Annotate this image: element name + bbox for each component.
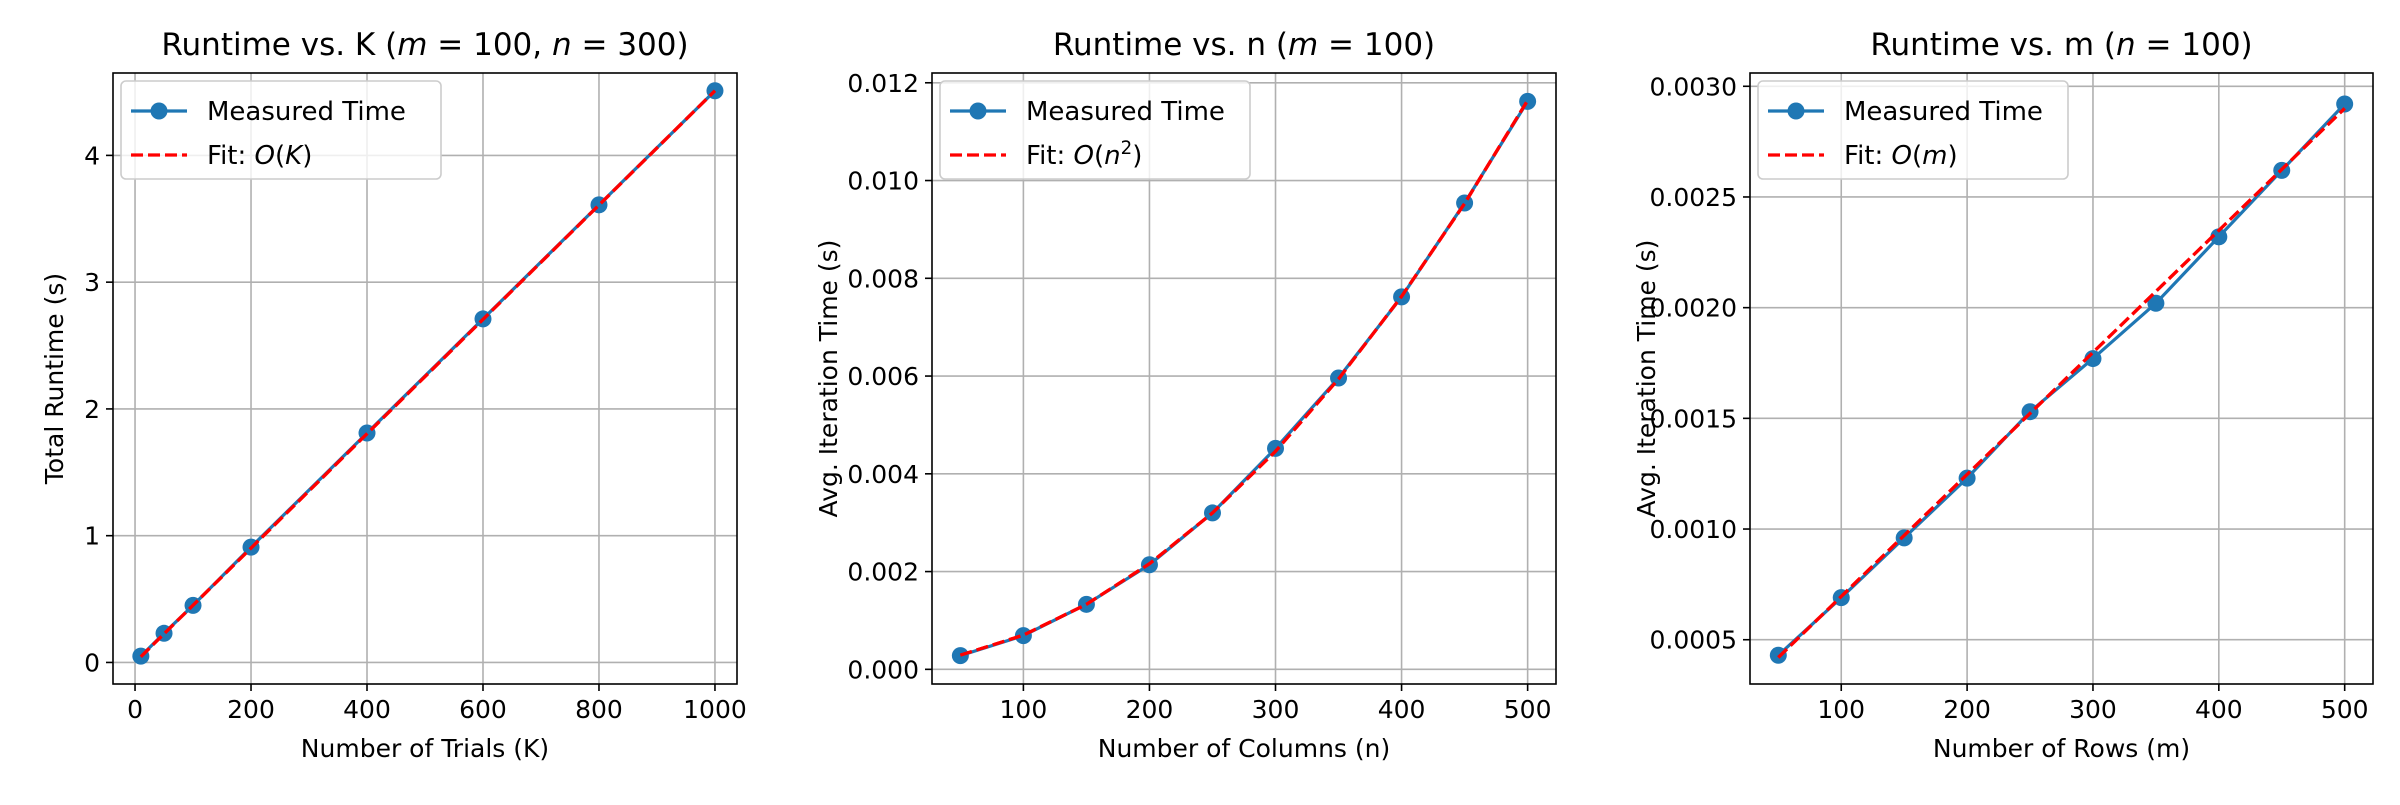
data-point — [1895, 529, 1913, 547]
x-tick-label: 500 — [1504, 695, 1552, 724]
legend-marker — [150, 102, 168, 120]
y-tick-label: 0.0010 — [1650, 515, 1737, 544]
legend-marker — [1787, 102, 1805, 120]
data-point — [1267, 439, 1285, 457]
chart-panel-2: 100 200 300 400 500 0.000 0.002 0.004 0.006 0.008… — [814, 27, 1557, 763]
x-tick-label: 200 — [227, 695, 275, 724]
x-tick-label: 800 — [575, 695, 623, 724]
x-tick-label: 200 — [1943, 695, 1991, 724]
x-tick-label: 400 — [343, 695, 391, 724]
axes-frame — [931, 72, 1557, 685]
x-tick-label: 0 — [127, 695, 143, 724]
y-axis-label: Avg. Iteration Time (s) — [814, 240, 843, 518]
legend-box — [1757, 80, 2069, 180]
x-tick-label: 1000 — [683, 695, 747, 724]
data-point — [2210, 228, 2228, 246]
legend-box — [120, 80, 442, 180]
y-tick-label: 2 — [84, 395, 100, 424]
y-tick-label: 0.0030 — [1650, 72, 1737, 101]
axes-frame — [112, 72, 738, 685]
y-tick-label: 3 — [84, 268, 100, 297]
y-tick-label: 0.0015 — [1650, 404, 1737, 433]
data-point — [1958, 469, 1976, 487]
measured-line — [1777, 102, 2346, 657]
fit-line-overlay — [1777, 107, 2346, 659]
x-tick-label: 400 — [2195, 695, 2243, 724]
legend: Measured Time Fit: O(K) — [120, 80, 442, 180]
measured-line — [959, 100, 1529, 658]
y-tick-label: 0.006 — [847, 362, 919, 391]
y-tick-label: 0.0025 — [1650, 183, 1737, 212]
legend-marker — [969, 102, 987, 120]
x-tick-label: 400 — [1378, 695, 1426, 724]
chart-title: Runtime vs. m (n = 100) — [1870, 27, 2252, 63]
x-tick-label: 100 — [1000, 695, 1048, 724]
chart-panel-3: 100 200 300 400 500 0.0005 0.0010 0.0015 0.0020 0… — [1632, 27, 2374, 763]
data-point — [2336, 95, 2354, 113]
y-tick-label: 0.008 — [847, 264, 919, 293]
legend: Measured Time Fit: O(m) — [1757, 80, 2069, 180]
legend: Measured Time Fit: O(n2) — [939, 80, 1251, 180]
x-tick-label: 300 — [2069, 695, 2117, 724]
data-point — [1456, 194, 1474, 212]
y-tick-label: 0.0005 — [1650, 626, 1737, 655]
y-tick-label: 0 — [84, 648, 100, 677]
y-tick-label: 0.004 — [847, 460, 919, 489]
axes-frame — [1749, 72, 2374, 685]
legend-label: Measured Time — [1844, 97, 2043, 127]
x-axis-label: Number of Columns (n) — [1098, 734, 1390, 763]
y-tick-label: 4 — [84, 141, 100, 170]
x-tick-label: 200 — [1126, 695, 1174, 724]
x-tick-label: 500 — [2321, 695, 2369, 724]
y-tick-label: 0.012 — [847, 69, 919, 98]
y-tick-label: 0.000 — [847, 655, 919, 684]
x-axis-label: Number of Trials (K) — [301, 734, 549, 763]
data-point — [951, 647, 969, 665]
y-tick-label: 0.0020 — [1650, 294, 1737, 323]
data-point — [706, 82, 724, 100]
fit-line-overlay — [959, 99, 1530, 657]
chart-title: Runtime vs. K (m = 100, n = 300) — [161, 27, 688, 63]
legend-label: Fit: O(n2) — [1026, 138, 1142, 172]
data-point — [2147, 294, 2165, 312]
chart-panel-1: 0 200 400 600 800 1000 0 1 2 3 4 Runtime vs. K (m =… — [40, 27, 747, 763]
y-axis-label: Avg. Iteration Time (s) — [1632, 240, 1661, 518]
x-tick-label: 600 — [459, 695, 507, 724]
y-axis-label: Total Runtime (s) — [40, 273, 69, 485]
legend-label: Fit: O(K) — [207, 141, 312, 171]
y-tick-label: 0.010 — [847, 167, 919, 196]
legend-label: Fit: O(m) — [1844, 141, 1958, 171]
x-tick-label: 300 — [1252, 695, 1300, 724]
legend-label: Measured Time — [1026, 97, 1225, 127]
x-tick-label: 100 — [1817, 695, 1865, 724]
y-tick-label: 0.002 — [847, 558, 919, 587]
legend-label: Measured Time — [207, 97, 406, 127]
chart-title: Runtime vs. n (m = 100) — [1053, 27, 1435, 63]
fit-line-overlay — [139, 89, 717, 658]
y-tick-label: 1 — [84, 522, 100, 551]
x-axis-label: Number of Rows (m) — [1933, 734, 2190, 763]
legend-box — [939, 80, 1251, 180]
